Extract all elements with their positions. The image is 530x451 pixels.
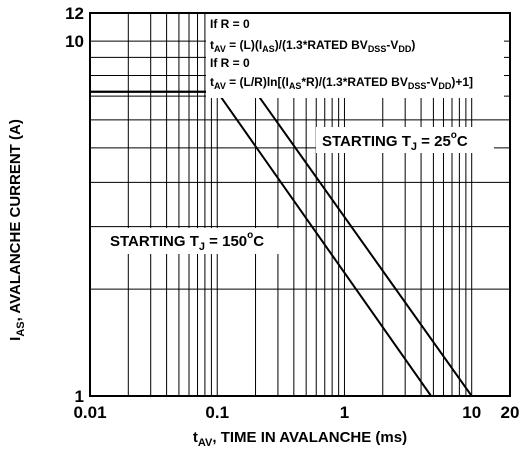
- label-bg-150c: [106, 228, 286, 254]
- x-tick-label: 1: [340, 403, 349, 422]
- tick-labels: 0.01 0.1 1 10 20 1 10 12: [65, 4, 519, 422]
- y-tick-label: 10: [65, 32, 84, 51]
- formula-line: If R = 0: [210, 17, 250, 31]
- x-tick-label: 10: [462, 403, 481, 422]
- label-tj-25c: STARTING TJ = 25oC: [322, 130, 468, 153]
- plot-frame: [89, 12, 511, 397]
- y-tick-label: 12: [65, 4, 84, 23]
- x-axis-title: tAV, TIME IN AVALANCHE (ms): [193, 429, 407, 449]
- formula-box: [206, 14, 504, 98]
- x-tick-label: 0.1: [205, 403, 229, 422]
- x-tick-label: 20: [501, 403, 520, 422]
- label-bg-25c: [316, 127, 494, 153]
- formula-line: tAV = (L/R)ln[(IAS*R)/(1.3*RATED BVDSS-V…: [210, 75, 473, 91]
- x-tick-label: 0.01: [73, 403, 106, 422]
- label-tj-150c: STARTING TJ = 150oC: [110, 230, 264, 253]
- y-tick-label: 1: [75, 387, 84, 406]
- formula-line: tAV = (L)(IAS)/(1.3*RATED BVDSS-VDD): [210, 38, 415, 54]
- y-axis-title: IAS, AVALANCHE CURRENT (A): [7, 119, 27, 341]
- formula-lines: If R = 0 tAV = (L)(IAS)/(1.3*RATED BVDSS-…: [210, 17, 473, 91]
- formula-line: If R = 0: [210, 56, 250, 70]
